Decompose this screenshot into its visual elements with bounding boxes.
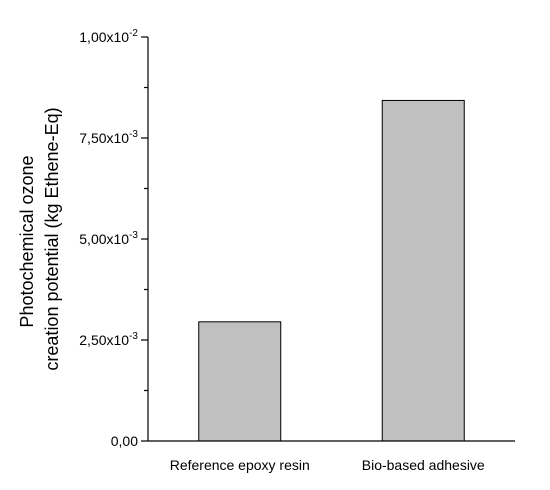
y-tick-label: 5,00x10-3 — [79, 230, 138, 247]
y-tick-label: 1,00x10-2 — [79, 28, 138, 45]
y-axis-title-line-1: Photochemical ozone — [17, 155, 37, 327]
x-category-label: Reference epoxy resin — [170, 457, 310, 473]
x-categories-group: Reference epoxy resin Bio-based adhesive — [170, 457, 485, 473]
y-tick-label: 2,50x10-3 — [79, 331, 138, 348]
x-category-label: Bio-based adhesive — [362, 457, 485, 473]
y-axis-title-line-2: creation potential (kg Ethene-Eq) — [42, 107, 62, 370]
bars-group — [198, 99, 465, 442]
bar-0 — [198, 321, 282, 442]
y-axis-title: Photochemical ozone creation potential (… — [17, 107, 62, 370]
y-tick-label: 0,00 — [111, 433, 138, 449]
y-ticks-group: 0,00 2,50x10-3 5,00x10-3 7,50x10-3 1,00x10-2 — [79, 28, 148, 449]
y-tick-label: 7,50x10-3 — [79, 129, 138, 146]
bar-1 — [381, 99, 465, 442]
